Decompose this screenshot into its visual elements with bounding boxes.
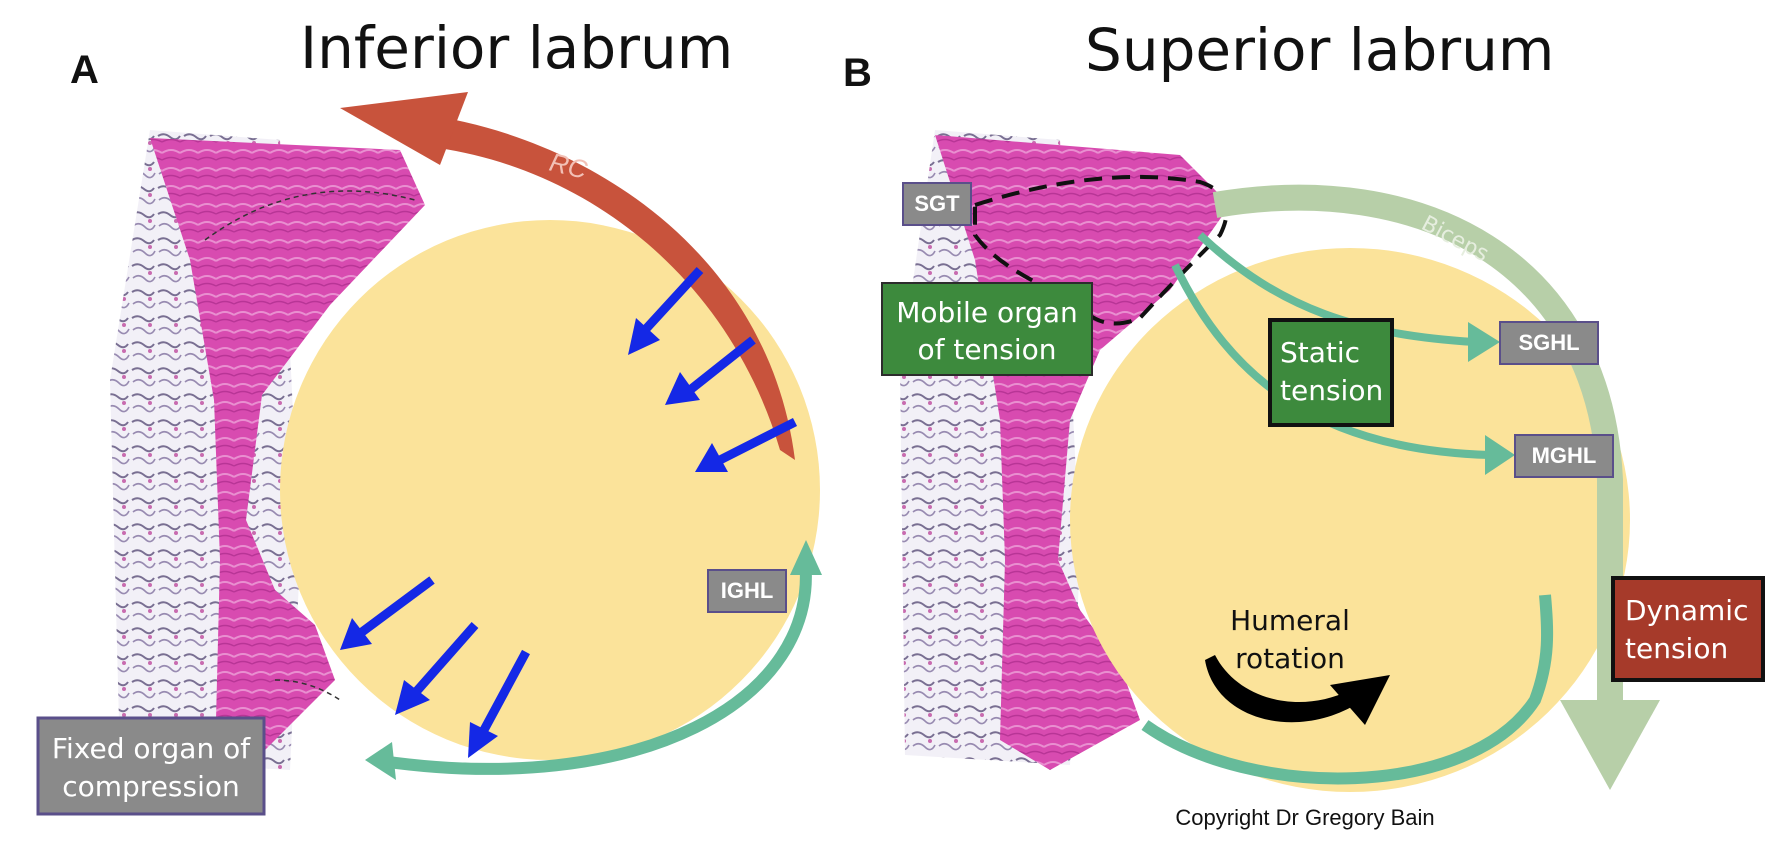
compression-arrow — [695, 417, 798, 472]
panel-b-title: Superior labrum — [1085, 16, 1554, 84]
compression-arrow — [468, 649, 530, 758]
static-tension-line2: tension — [1280, 374, 1383, 407]
ighl-label: IGHL — [721, 578, 774, 603]
static-tension-badge: Static tension — [1268, 318, 1394, 427]
copyright-text: Copyright Dr Gregory Bain — [1175, 805, 1434, 830]
panel-b-letter: B — [843, 51, 872, 95]
panel-a-title: Inferior labrum — [300, 14, 733, 82]
humeral-rotation-line2: rotation — [1235, 642, 1345, 675]
sgt-badge: SGT — [902, 182, 972, 226]
static-tension-line1: Static — [1280, 336, 1360, 369]
dynamic-tension-badge: Dynamic tension — [1611, 576, 1765, 682]
ighl-arrow — [365, 540, 822, 780]
dynamic-tension-line2: tension — [1625, 632, 1728, 665]
fixed-organ-line2: compression — [62, 770, 240, 803]
sghl-arrow — [1197, 232, 1500, 362]
sghl-badge: SGHL — [1499, 321, 1599, 365]
humeral-rotation-arrow — [1205, 655, 1390, 725]
sgt-label: SGT — [914, 191, 960, 216]
mobile-organ-line2: of tension — [917, 333, 1056, 366]
fixed-organ-line1: Fixed organ of — [52, 732, 251, 765]
mghl-label: MGHL — [1532, 443, 1597, 468]
panel-a-letter: A — [70, 48, 99, 92]
ighl-badge: IGHL — [707, 569, 787, 613]
sghl-label: SGHL — [1518, 330, 1579, 355]
humeral-head-b — [1070, 248, 1630, 792]
rc-arrow: RC — [340, 92, 795, 460]
compression-arrow — [395, 622, 479, 715]
panel-a: A Inferior labrum RC — [36, 14, 822, 816]
mghl-badge: MGHL — [1514, 434, 1614, 478]
fixed-organ-badge: Fixed organ of compression — [36, 716, 266, 816]
compression-arrow — [628, 266, 704, 355]
panel-a-histology-image — [110, 130, 425, 770]
humeral-rotation-line1: Humeral — [1230, 604, 1350, 637]
inferior-green-arc — [1141, 594, 1554, 785]
mobile-organ-line1: Mobile organ — [896, 296, 1078, 329]
humeral-head-a — [280, 220, 820, 760]
mobile-organ-badge: Mobile organ of tension — [881, 282, 1093, 376]
panel-b: B Superior labrum Biceps — [843, 16, 1765, 830]
compression-arrow — [665, 336, 756, 405]
dynamic-tension-line1: Dynamic — [1625, 594, 1748, 627]
compression-arrows — [340, 266, 798, 758]
compression-arrow — [340, 576, 435, 650]
